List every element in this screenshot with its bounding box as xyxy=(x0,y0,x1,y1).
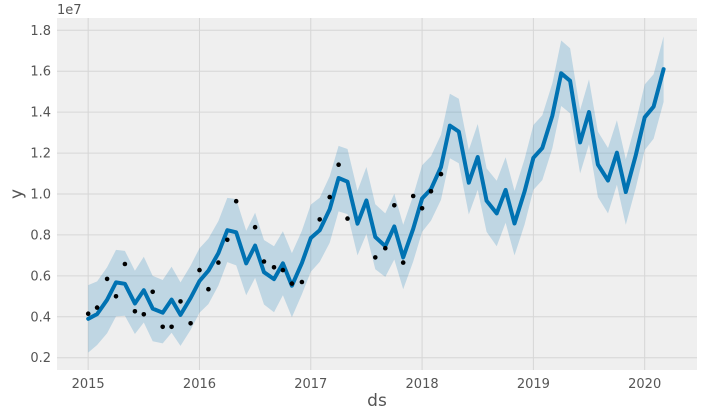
observed-points xyxy=(85,162,444,330)
observed-point xyxy=(280,267,286,273)
observed-point xyxy=(299,279,305,285)
observed-point xyxy=(438,171,444,177)
observed-point xyxy=(271,265,277,270)
observed-point xyxy=(400,260,406,265)
y-tick-label: 0.2 xyxy=(30,351,51,366)
y-tick-label: 1.0 xyxy=(30,188,51,203)
observed-point xyxy=(141,312,147,317)
x-tick-labels: 2015 2016 2017 2018 2019 2020 xyxy=(72,377,662,392)
observed-point xyxy=(419,206,425,211)
observed-point xyxy=(197,267,202,273)
observed-point xyxy=(373,255,378,260)
y-tick-labels: 0.2 0.4 0.6 0.8 1.0 1.2 1.4 1.6 1.8 xyxy=(30,24,51,366)
observed-point xyxy=(178,299,183,304)
y-axis-label: y xyxy=(7,189,27,199)
x-tick-label: 2015 xyxy=(72,377,105,392)
x-tick-label: 2018 xyxy=(406,377,439,392)
observed-point xyxy=(188,321,193,326)
x-tick-label: 2016 xyxy=(183,377,216,392)
observed-point xyxy=(104,276,110,282)
x-tick-label: 2017 xyxy=(294,377,327,392)
observed-point xyxy=(383,245,388,251)
observed-point xyxy=(160,324,165,330)
observed-point xyxy=(150,289,155,295)
y-tick-label: 1.6 xyxy=(30,65,51,80)
observed-point xyxy=(113,294,119,299)
y-offset-label: 1e7 xyxy=(57,3,82,18)
forecast-line-path xyxy=(86,67,666,321)
y-tick-label: 0.6 xyxy=(30,269,51,284)
y-tick-label: 1.2 xyxy=(30,147,51,162)
y-tick-label: 1.8 xyxy=(30,24,51,39)
observed-point xyxy=(169,324,174,330)
grid xyxy=(57,18,697,370)
observed-point xyxy=(392,203,397,208)
y-tick-label: 1.4 xyxy=(30,106,51,121)
observed-point xyxy=(122,261,128,267)
observed-point xyxy=(85,311,91,317)
uncertainty-band-area xyxy=(88,36,664,353)
observed-point xyxy=(345,216,350,221)
observed-point xyxy=(206,286,211,292)
observed-point xyxy=(216,260,221,265)
observed-point xyxy=(261,259,267,264)
observed-point xyxy=(233,198,239,204)
x-tick-label: 2020 xyxy=(628,377,661,392)
x-tick-label: 2019 xyxy=(517,377,550,392)
observed-point xyxy=(252,224,258,230)
y-tick-label: 0.4 xyxy=(30,310,51,325)
observed-point xyxy=(327,194,333,200)
observed-point xyxy=(132,309,138,314)
observed-point xyxy=(94,305,100,310)
x-axis-label: ds xyxy=(367,391,387,411)
forecast-line xyxy=(86,67,666,321)
y-tick-label: 0.8 xyxy=(30,228,51,243)
uncertainty-band xyxy=(88,36,664,353)
observed-point xyxy=(428,189,434,194)
observed-point xyxy=(225,237,230,243)
observed-point xyxy=(289,281,295,286)
observed-point xyxy=(317,217,323,222)
observed-point xyxy=(336,162,341,167)
observed-point xyxy=(410,193,416,199)
